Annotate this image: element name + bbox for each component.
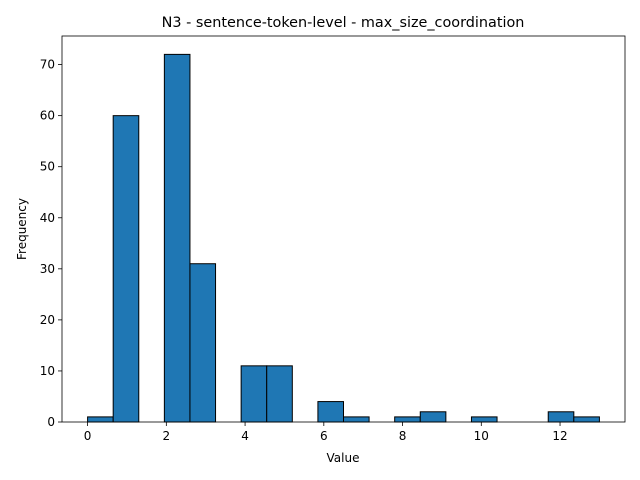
histogram-bar-6 (240, 365, 268, 423)
histogram-bar-10 (343, 416, 370, 423)
y-axis-ticks: 0 10 20 30 40 50 60 70 (40, 58, 62, 429)
y-tick-label: 10 (40, 364, 55, 378)
x-tick-label: 0 (84, 429, 92, 443)
x-tick-label: 12 (552, 429, 567, 443)
y-tick-label: 50 (40, 160, 55, 174)
histogram-bar-18 (547, 411, 575, 423)
y-axis-label: Frequency (15, 198, 29, 260)
histogram-bar-15 (470, 416, 498, 423)
histogram-bar-19 (573, 416, 600, 423)
x-axis-ticks: 0 2 4 6 8 10 12 (84, 422, 568, 443)
y-tick-label: 60 (40, 109, 55, 123)
x-tick-label: 8 (399, 429, 407, 443)
plot-frame (61, 35, 626, 423)
y-tick-label: 40 (40, 211, 55, 225)
bars-group (87, 53, 600, 423)
histogram-bar-9 (317, 401, 344, 423)
y-tick-label: 30 (40, 262, 55, 276)
histogram-bar-13 (419, 411, 447, 423)
x-tick-label: 6 (320, 429, 328, 443)
x-tick-label: 2 (163, 429, 171, 443)
histogram-bar-12 (394, 416, 421, 423)
y-tick-label: 20 (40, 313, 55, 327)
y-tick-label: 70 (40, 58, 55, 72)
x-tick-label: 10 (474, 429, 489, 443)
chart-title: N3 - sentence-token-level - max_size_coo… (162, 15, 525, 31)
histogram-bar-7 (266, 365, 293, 423)
histogram-bar-0 (87, 416, 114, 423)
histogram-bar-4 (189, 263, 217, 423)
histogram-bar-3 (163, 53, 191, 423)
x-tick-label: 4 (241, 429, 249, 443)
x-axis-label: Value (327, 451, 360, 465)
y-tick-label: 0 (47, 415, 55, 429)
histogram-bar-1 (112, 115, 140, 423)
